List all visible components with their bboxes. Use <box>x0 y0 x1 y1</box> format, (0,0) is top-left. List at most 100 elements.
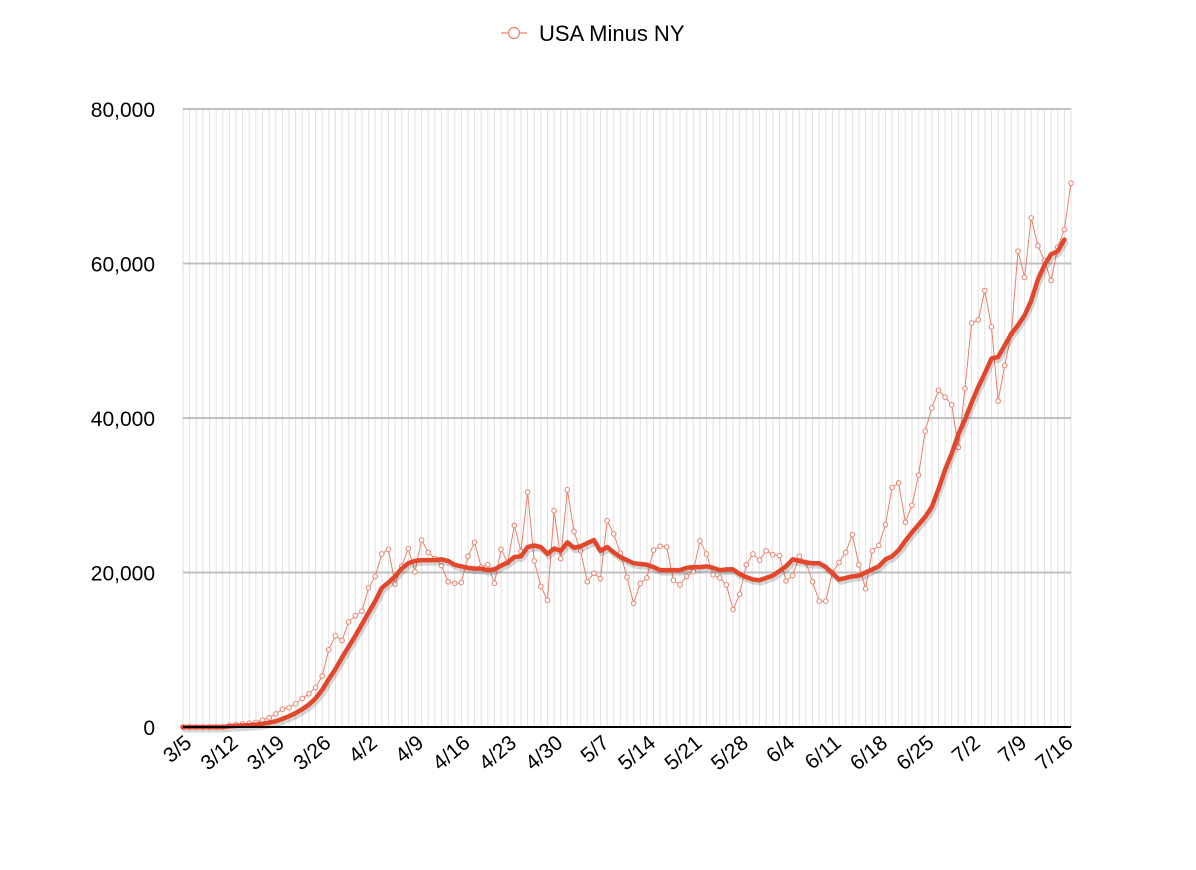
legend-circle-marker <box>507 26 521 40</box>
daily-point <box>723 582 730 588</box>
daily-point <box>610 531 617 537</box>
daily-point <box>995 398 1001 404</box>
daily-point <box>876 542 882 549</box>
daily-point <box>948 402 955 408</box>
daily-point <box>1035 242 1041 249</box>
daily-point <box>756 557 763 563</box>
daily-point <box>637 580 644 587</box>
daily-point <box>988 324 995 330</box>
y-tick-label: 60,000 <box>91 254 155 277</box>
daily-point <box>624 574 630 580</box>
average-series-shadow <box>182 240 1069 733</box>
daily-point <box>677 582 683 588</box>
daily-point <box>942 394 948 400</box>
x-axis-tick-labels: 3/5 3/12 3/19 3/26 4/2 4/9 4/16 4/23 4/30 5/7 5/14… <box>159 731 1078 775</box>
daily-point <box>458 579 465 586</box>
x-tick-label: 6/11 <box>801 731 846 774</box>
x-tick-label: 6/4 <box>762 731 799 768</box>
x-tick-label: 7/2 <box>948 731 985 767</box>
daily-point <box>412 568 418 575</box>
daily-point <box>856 561 862 568</box>
daily-point <box>869 548 875 554</box>
daily-point <box>577 548 584 554</box>
daily-point <box>736 591 743 597</box>
daily-point <box>670 577 677 584</box>
daily-point <box>922 428 929 434</box>
daily-point <box>359 608 365 614</box>
x-tick-label: 5/28 <box>707 731 753 775</box>
daily-point <box>836 559 842 566</box>
daily-point <box>1001 362 1008 369</box>
daily-point <box>591 570 597 577</box>
daily-point <box>405 545 412 552</box>
daily-point <box>564 487 571 493</box>
daily-point <box>392 581 398 587</box>
daily-point <box>809 578 816 585</box>
daily-point <box>292 701 299 707</box>
daily-point <box>750 551 756 557</box>
daily-point <box>915 472 922 478</box>
daily-point <box>763 548 769 554</box>
daily-point <box>551 507 557 514</box>
daily-point <box>531 558 538 564</box>
daily-point <box>286 704 292 711</box>
daily-point <box>743 561 750 568</box>
x-tick-label: 4/30 <box>521 731 567 775</box>
daily-point <box>312 684 319 691</box>
daily-point <box>789 572 796 579</box>
daily-point <box>438 562 445 569</box>
daily-point <box>272 711 279 717</box>
daily-point <box>929 405 935 411</box>
x-tick-label: 4/23 <box>475 731 521 775</box>
daily-point <box>882 521 889 528</box>
x-tick-label: 4/9 <box>391 731 428 767</box>
daily-point <box>465 553 471 560</box>
daily-point <box>319 673 325 679</box>
x-tick-label: 4/16 <box>428 731 474 775</box>
y-axis-tick-labels: 0 20,000 40,000 60,000 80,000 <box>91 99 155 740</box>
daily-point <box>842 549 849 556</box>
daily-point <box>902 519 909 526</box>
daily-point <box>982 287 988 294</box>
daily-point <box>352 612 359 619</box>
daily-point <box>485 561 491 568</box>
daily-point <box>379 551 385 557</box>
daily-point <box>783 578 789 584</box>
daily-point <box>962 385 968 392</box>
x-tick-label: 4/2 <box>345 731 382 767</box>
major-gridlines <box>183 108 1071 574</box>
legend: USA Minus NY <box>501 21 685 46</box>
daily-point <box>769 551 776 558</box>
x-tick-label: 5/21 <box>660 731 706 775</box>
x-tick-label: 5/7 <box>577 731 614 767</box>
daily-point <box>524 489 531 495</box>
daily-point <box>511 522 518 529</box>
daily-point <box>584 578 591 585</box>
daily-point <box>776 552 783 559</box>
series-average <box>180 237 1069 733</box>
legend-label: USA Minus NY <box>539 21 685 46</box>
daily-point <box>823 598 829 604</box>
daily-point <box>372 573 378 580</box>
daily-point <box>716 575 723 581</box>
daily-point <box>895 480 902 486</box>
x-tick-label: 6/18 <box>846 731 892 775</box>
daily-point <box>365 585 372 591</box>
daily-point <box>279 706 286 713</box>
daily-point <box>710 572 716 578</box>
daily-point <box>1015 248 1021 254</box>
x-tick-label: 3/26 <box>289 731 335 775</box>
daily-point <box>1021 274 1028 281</box>
daily-point <box>491 580 498 587</box>
y-tick-label: 0 <box>143 717 155 740</box>
y-tick-label: 40,000 <box>91 408 155 431</box>
x-tick-label: 3/5 <box>159 731 196 767</box>
daily-point <box>345 619 352 625</box>
daily-point <box>1028 215 1035 221</box>
daily-point <box>862 585 869 592</box>
daily-point <box>471 539 478 546</box>
daily-point <box>703 551 710 557</box>
daily-point <box>544 597 551 604</box>
x-tick-label: 3/19 <box>243 731 289 775</box>
